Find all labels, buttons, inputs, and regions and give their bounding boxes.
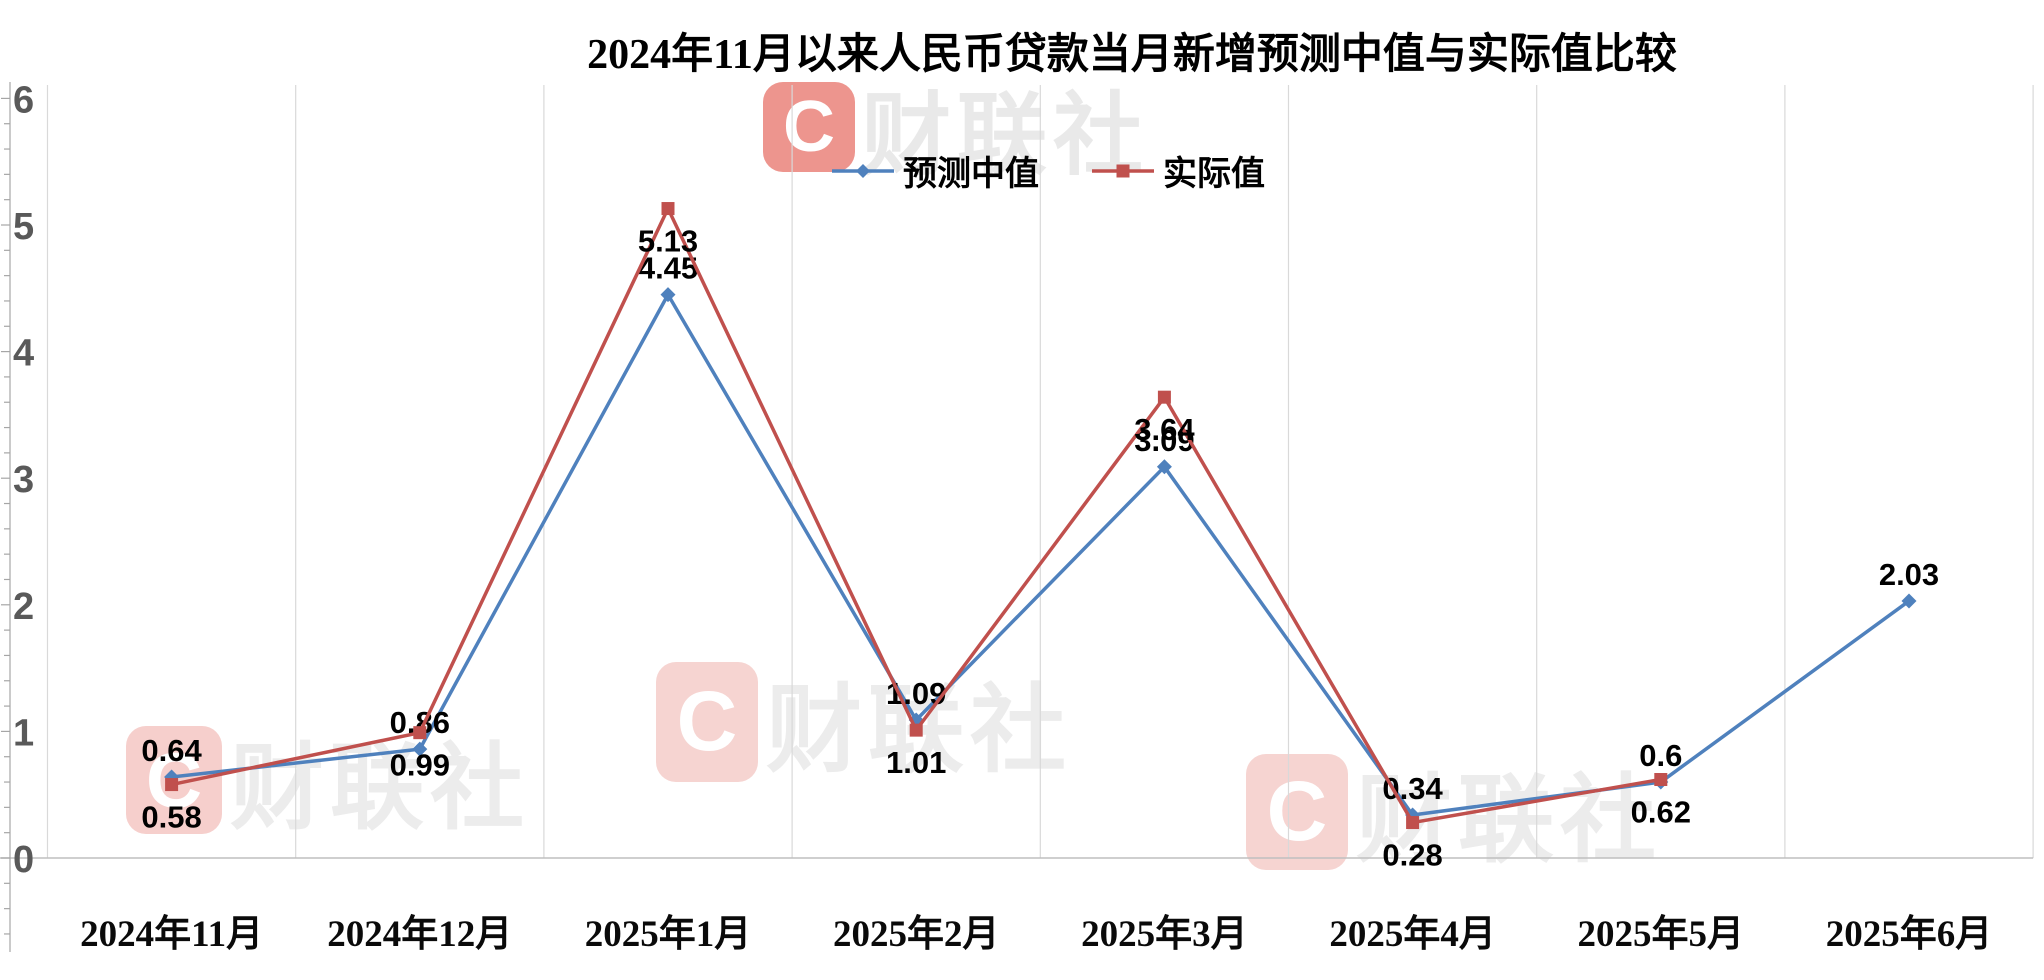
data-label: 1.09 [886, 676, 946, 711]
data-label: 3.64 [1134, 412, 1195, 447]
watermark-brand-text: 财联社 [1356, 767, 1662, 874]
cailianshe-logo-icon: C [1246, 753, 1348, 870]
x-tick-label: 2025年1月 [585, 913, 752, 955]
x-tick-label: 2025年4月 [1329, 913, 1496, 955]
x-tick-label: 2025年3月 [1081, 913, 1248, 955]
y-tick-label: 4 [13, 333, 34, 375]
legend-item-forecast-median: 预测中值 [831, 146, 1039, 195]
data-point-marker [1654, 773, 1668, 787]
data-point-marker [660, 287, 676, 303]
actual-series-marker-icon [1092, 164, 1154, 177]
data-point-marker [1156, 459, 1172, 475]
data-point-marker [1901, 593, 1917, 609]
data-label: 4.45 [638, 251, 698, 286]
data-point-marker [413, 726, 427, 740]
data-label: 5.13 [638, 224, 698, 259]
square-marker-icon [1116, 164, 1130, 177]
chart-title: 2024年11月以来人民币贷款当月新增预测中值与实际值比较 [587, 32, 1677, 78]
cailianshe-logo-icon: C [656, 661, 758, 782]
forecast-series-marker-icon [832, 163, 894, 178]
data-point-marker [412, 741, 428, 757]
x-tick-label: 2024年12月 [327, 913, 512, 955]
y-tick-label: 0 [13, 839, 34, 881]
data-point-marker [661, 202, 675, 216]
x-tick-label: 2025年5月 [1578, 913, 1745, 955]
y-tick-label: 1 [13, 712, 34, 754]
x-tick-label: 2025年6月 [1826, 913, 1993, 955]
y-tick-label: 6 [13, 79, 34, 121]
y-tick-label: 3 [13, 459, 34, 501]
legend-label: 实际值 [1163, 156, 1265, 193]
x-tick-label: 2025年2月 [833, 913, 1000, 955]
legend-item-actual-value: 实际值 [1091, 146, 1265, 195]
watermark-cailianshe: C 财联社 [1246, 742, 1662, 881]
data-point-marker [909, 723, 923, 737]
y-tick-label: 5 [13, 206, 34, 248]
data-label: 1.01 [886, 745, 946, 780]
data-label: 0.99 [390, 748, 450, 783]
data-label: 0.62 [1631, 795, 1691, 830]
chart-legend: 预测中值 实际值 [831, 146, 1265, 195]
diamond-marker-icon [856, 163, 870, 178]
data-label: 0.6 [1639, 738, 1682, 773]
data-label: 2.03 [1879, 557, 1939, 592]
x-tick-label: 2024年11月 [80, 913, 263, 955]
legend-label: 预测中值 [903, 156, 1039, 193]
y-tick-label: 2 [13, 586, 34, 628]
data-label: 0.58 [141, 800, 201, 835]
data-point-marker [1157, 390, 1171, 404]
data-label: 0.28 [1382, 838, 1442, 873]
data-point-marker [165, 778, 179, 792]
data-label: 0.64 [141, 733, 202, 768]
data-point-marker [1406, 816, 1420, 830]
watermark-cailianshe: C 财联社 [656, 652, 1072, 791]
